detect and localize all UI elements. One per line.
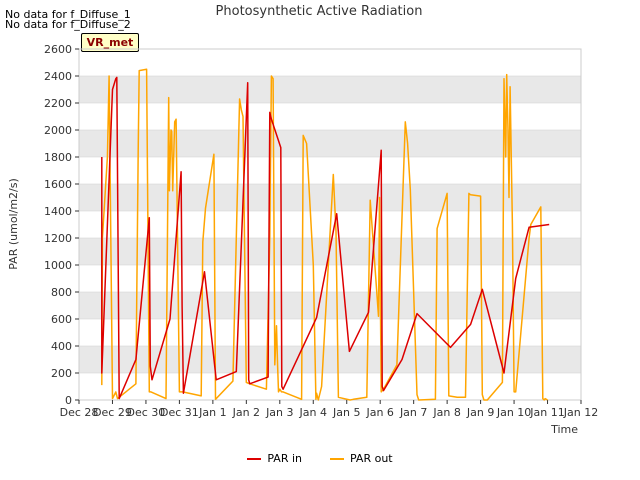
y-tick-label: 2400 <box>44 70 72 83</box>
no-data-message-2: No data for f_Diffuse_2 <box>5 18 131 31</box>
y-axis-ticks: 0 200 400 600 800 1000 1200 1400 1600 1800 2000 220… <box>44 43 79 407</box>
x-tick-label: Jan 12 <box>563 406 598 419</box>
grid-band <box>79 292 581 319</box>
legend-item-par-out: PAR out <box>330 452 393 465</box>
grid-band <box>79 346 581 373</box>
legend-label-par-in: PAR in <box>267 452 302 465</box>
y-tick-label: 2000 <box>44 124 72 137</box>
legend-item-par-in: PAR in <box>247 452 302 465</box>
legend-label-par-out: PAR out <box>350 452 393 465</box>
no-data-message-1: No data for f_Diffuse_1 <box>5 8 131 21</box>
x-tick-label: Jan 1 <box>198 406 226 419</box>
grid-band <box>79 184 581 211</box>
y-tick-label: 0 <box>65 394 72 407</box>
y-tick-label: 1600 <box>44 178 72 191</box>
plot-frame <box>78 48 582 401</box>
y-tick-label: 1800 <box>44 151 72 164</box>
x-tick-label: Jan 2 <box>232 406 260 419</box>
x-tick-label: Dec 30 <box>127 406 166 419</box>
series-line-par-out <box>101 68 548 401</box>
x-tick-label: Jan 3 <box>265 406 293 419</box>
x-tick-label: Dec 29 <box>93 406 132 419</box>
x-tick-label: Jan 6 <box>365 406 393 419</box>
x-tick-label: Jan 4 <box>299 406 327 419</box>
grid-band <box>79 130 581 157</box>
x-axis-label: Time <box>550 423 578 436</box>
y-tick-label: 400 <box>51 340 72 353</box>
y-tick-label: 2200 <box>44 97 72 110</box>
background-bands <box>79 76 581 373</box>
y-tick-label: 200 <box>51 367 72 380</box>
x-tick-label: Jan 10 <box>496 406 531 419</box>
chart-title: Photosynthetic Active Radiation <box>216 4 423 19</box>
y-tick-label: 600 <box>51 313 72 326</box>
x-tick-label: Dec 31 <box>160 406 199 419</box>
y-tick-label: 800 <box>51 286 72 299</box>
y-tick-label: 2600 <box>44 43 72 56</box>
legend-swatch-par-in <box>247 457 262 460</box>
y-axis-label: PAR (umol/m2/s) <box>7 178 20 270</box>
y-tick-label: 1400 <box>44 205 72 218</box>
legend: PAR in PAR out <box>0 452 640 465</box>
grid-band <box>79 76 581 103</box>
legend-swatch-par-out <box>330 457 344 460</box>
series-group <box>101 68 550 401</box>
x-tick-label: Jan 7 <box>399 406 427 419</box>
x-tick-label: Dec 28 <box>60 406 99 419</box>
y-tick-label: 1000 <box>44 259 72 272</box>
series-line-par-in <box>101 76 550 400</box>
x-tick-label: Jan 8 <box>432 406 460 419</box>
x-tick-label: Jan 9 <box>466 406 494 419</box>
x-tick-label: Jan 5 <box>332 406 360 419</box>
x-tick-label: Jan 11 <box>529 406 564 419</box>
y-tick-label: 1200 <box>44 232 72 245</box>
station-badge: VR_met <box>81 33 139 52</box>
